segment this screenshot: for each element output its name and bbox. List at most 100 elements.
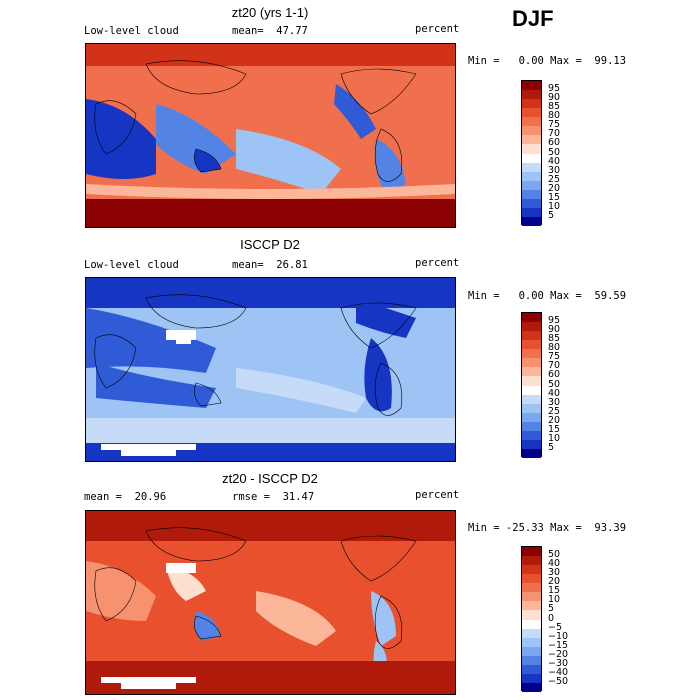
colorbar-swatch <box>522 90 541 100</box>
colorbar-swatch <box>522 664 541 674</box>
colorbar-swatch <box>522 331 541 341</box>
colorbar-swatch <box>522 117 541 127</box>
colorbar-swatch <box>522 216 541 226</box>
colorbar-tick-label: 85 <box>548 101 561 113</box>
panel3-units: percent <box>415 489 460 501</box>
colorbar-tick-label: 20 <box>548 576 561 588</box>
colorbar-tick-label: 20 <box>548 182 561 194</box>
colorbar-tick-label: 15 <box>548 191 561 203</box>
colorbar-swatch <box>522 556 541 566</box>
panel1-units: percent <box>415 23 460 35</box>
colorbar-swatch <box>522 619 541 629</box>
colorbar-swatch <box>522 637 541 647</box>
panel2-title: ISCCP D2 <box>240 237 300 252</box>
colorbar-swatch <box>522 583 541 593</box>
colorbar-tick-label: 5 <box>548 441 555 453</box>
panel3-minmax: Min = -25.33 Max = 93.39 <box>468 522 627 534</box>
colorbar-swatch <box>522 180 541 190</box>
panel1-minmax: Min = 0.00 Max = 99.13 <box>468 55 627 67</box>
colorbar-swatch <box>522 376 541 386</box>
colorbar-tick-label: 25 <box>548 173 561 185</box>
colorbar-swatch <box>522 655 541 665</box>
colorbar-swatch <box>522 349 541 359</box>
colorbar-swatch <box>522 547 541 557</box>
colorbar-swatch <box>522 313 541 323</box>
colorbar-swatch <box>522 81 541 91</box>
colorbar-tick-label: 10 <box>548 200 561 212</box>
colorbar-tick-label: 5 <box>548 209 555 221</box>
panel2-left-label: Low-level cloud <box>84 259 179 271</box>
colorbar-tick-label: 75 <box>548 351 561 363</box>
colorbar-tick-label: 70 <box>548 360 561 372</box>
panel2-units: percent <box>415 257 460 269</box>
colorbar-tick-label: 25 <box>548 405 561 417</box>
colorbar-swatch <box>522 198 541 208</box>
panel3-title: zt20 - ISCCP D2 <box>222 471 318 486</box>
colorbar-tick-label: 95 <box>548 315 561 327</box>
colorbar-swatch <box>522 153 541 163</box>
colorbar-swatch <box>522 385 541 395</box>
colorbar-swatch <box>522 126 541 136</box>
colorbar-tick-label: 60 <box>548 137 561 149</box>
panel1-stat: mean= 47.77 <box>232 25 308 37</box>
colorbar-tick-label: −30 <box>548 657 569 669</box>
panel2-colorbar <box>521 312 542 458</box>
colorbar-swatch <box>522 322 541 332</box>
colorbar-swatch <box>522 673 541 683</box>
colorbar-swatch <box>522 565 541 575</box>
colorbar-tick-label: 80 <box>548 342 561 354</box>
colorbar-tick-label: 50 <box>548 378 561 390</box>
colorbar-tick-label: 90 <box>548 324 561 336</box>
colorbar-tick-label: 30 <box>548 567 561 579</box>
colorbar-swatch <box>522 171 541 181</box>
colorbar-tick-label: −15 <box>548 639 569 651</box>
colorbar-tick-label: 0 <box>548 612 555 624</box>
colorbar-tick-label: 20 <box>548 414 561 426</box>
panel1-colorbar <box>521 80 542 226</box>
colorbar-swatch <box>522 646 541 656</box>
colorbar-tick-label: 15 <box>548 585 561 597</box>
colorbar-tick-label: 60 <box>548 369 561 381</box>
colorbar-tick-label: 75 <box>548 119 561 131</box>
colorbar-tick-label: −20 <box>548 648 569 660</box>
colorbar-swatch <box>522 135 541 145</box>
colorbar-tick-label: 90 <box>548 92 561 104</box>
colorbar-swatch <box>522 601 541 611</box>
colorbar-tick-label: 15 <box>548 423 561 435</box>
colorbar-swatch <box>522 207 541 217</box>
colorbar-swatch <box>522 358 541 368</box>
panel1-left-label: Low-level cloud <box>84 25 179 37</box>
panel3-map <box>85 510 456 695</box>
colorbar-tick-label: 50 <box>548 146 561 158</box>
colorbar-tick-label: −5 <box>548 621 563 633</box>
colorbar-swatch <box>522 430 541 440</box>
colorbar-tick-label: 5 <box>548 603 555 615</box>
colorbar-swatch <box>522 99 541 109</box>
colorbar-tick-label: 40 <box>548 387 561 399</box>
panel2-minmax: Min = 0.00 Max = 59.59 <box>468 290 627 302</box>
colorbar-swatch <box>522 592 541 602</box>
colorbar-swatch <box>522 162 541 172</box>
colorbar-tick-label: 30 <box>548 396 561 408</box>
colorbar-tick-label: 80 <box>548 110 561 122</box>
colorbar-swatch <box>522 574 541 584</box>
colorbar-swatch <box>522 144 541 154</box>
colorbar-swatch <box>522 394 541 404</box>
colorbar-tick-label: 40 <box>548 155 561 167</box>
panel3-stat: rmse = 31.47 <box>232 491 315 503</box>
panel3-left-label: mean = 20.96 <box>84 491 167 503</box>
colorbar-swatch <box>522 610 541 620</box>
panel2-stat: mean= 26.81 <box>232 259 308 271</box>
panel1-title: zt20 (yrs 1-1) <box>231 5 309 20</box>
colorbar-swatch <box>522 421 541 431</box>
colorbar-swatch <box>522 439 541 449</box>
colorbar-swatch <box>522 403 541 413</box>
colorbar-tick-label: 85 <box>548 333 561 345</box>
colorbar-tick-label: −10 <box>548 630 569 642</box>
colorbar-tick-label: 40 <box>548 558 561 570</box>
colorbar-tick-label: 70 <box>548 128 561 140</box>
colorbar-tick-label: 95 <box>548 83 561 95</box>
colorbar-swatch <box>522 189 541 199</box>
colorbar-swatch <box>522 412 541 422</box>
colorbar-tick-label: 10 <box>548 432 561 444</box>
